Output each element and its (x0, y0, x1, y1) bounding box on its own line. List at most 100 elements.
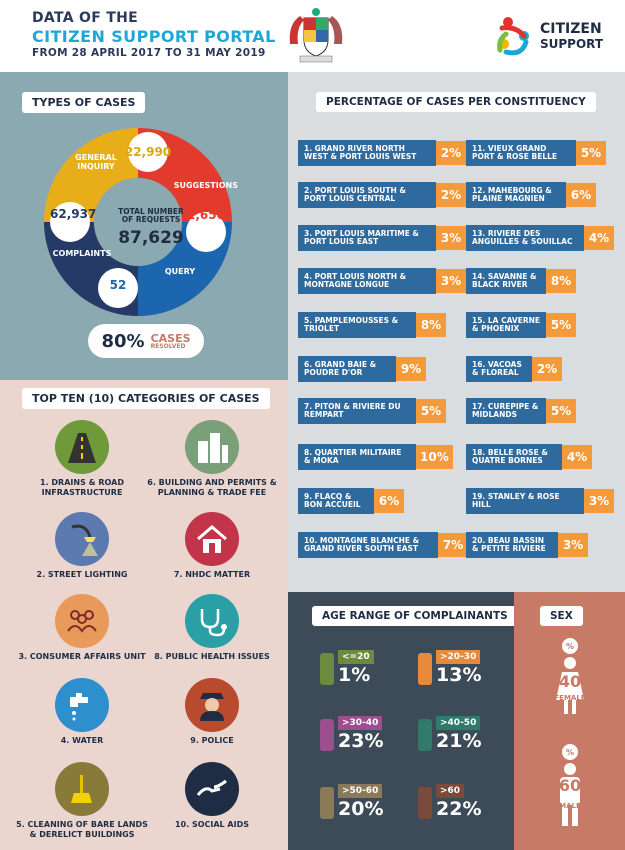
query-value: 52 (109, 278, 127, 292)
age-range-label: >20-30 (436, 650, 481, 664)
category-label: 7. NHDC MATTER (173, 570, 251, 579)
female-label: FEMALE (554, 694, 586, 702)
sex-panel: SEX % 40 FEMALE % 60 MALE (514, 592, 625, 850)
person-icon (418, 653, 432, 685)
category-building-permits: 6. BUILDING AND PERMITS & PLANNING & TRA… (142, 420, 282, 497)
resolved-label-cases: CASES (150, 331, 191, 345)
constituency-pct: 10% (416, 445, 453, 469)
category-label: 6. BUILDING AND PERMITS & PLANNING & TRA… (147, 478, 277, 497)
constituency-pct: 5% (576, 141, 606, 165)
constituency-name: 12. MAHEBOURG & PLAINE MAGNIEN (466, 182, 566, 208)
constituency-pct: 3% (436, 226, 466, 250)
top-ten-categories-panel: TOP TEN (10) CATEGORIES OF CASES 1. DRAI… (0, 380, 288, 850)
constituency-row: 9. FLACQ & BON ACCUEIL 6% (298, 488, 404, 514)
category-label: 8. PUBLIC HEALTH ISSUES (154, 652, 270, 661)
category-social-aids: 10. SOCIAL AIDS (142, 762, 282, 830)
category-label: 1. DRAINS & ROAD INFRASTRUCTURE (40, 478, 124, 497)
constituency-row: 8. QUARTIER MILITAIRE & MOKA 10% (298, 444, 453, 470)
category-label: 10. SOCIAL AIDS (174, 820, 249, 829)
category-label: 5. CLEANING OF BARE LANDS & DERELICT BUI… (16, 820, 148, 839)
age-range-pct: 22% (436, 798, 482, 820)
header-line1: DATA OF THE (32, 10, 139, 26)
types-of-cases-panel: TYPES OF CASES 22,990 GENERAL INQUIRY SU… (0, 72, 288, 380)
male-pct-symbol: % (562, 744, 578, 760)
constituency-name: 15. LA CAVERNE & PHOENIX (466, 312, 546, 338)
category-police: 9. POLICE (142, 678, 282, 746)
tap-icon (55, 678, 109, 732)
age-group: >60 22% (418, 784, 500, 824)
age-range-label: >60 (436, 784, 465, 798)
category-label: 3. CONSUMER AFFAIRS UNIT (18, 652, 146, 661)
female-figure-icon (550, 656, 590, 716)
people-icon (55, 594, 109, 648)
constituency-name: 7. PITON & RIVIERE DU REMPART (298, 398, 416, 424)
general-inquiry-value: 22,990 (124, 145, 172, 159)
constituency-name: 9. FLACQ & BON ACCUEIL (298, 488, 374, 514)
resolved-badge: 80% CASES RESOLVED (88, 324, 204, 358)
constituency-pct: 7% (438, 533, 468, 557)
constituency-row: 4. PORT LOUIS NORTH & MONTAGNE LONGUE 3% (298, 268, 466, 294)
constituency-name: 10. MONTAGNE BLANCHE & GRAND RIVER SOUTH… (298, 532, 438, 558)
category-label: 9. POLICE (190, 736, 234, 745)
constituency-row: 20. BEAU BASSIN & PETITE RIVIERE 3% (466, 532, 588, 558)
male-figure-icon (552, 762, 588, 828)
age-group: >30-40 23% (320, 716, 402, 756)
age-range-pct: 20% (338, 798, 384, 820)
constituency-name: 8. QUARTIER MILITAIRE & MOKA (298, 444, 416, 470)
constituency-pct: 3% (558, 533, 588, 557)
constituency-row: 13. RIVIERE DES ANGUILLES & SOUILLAC 4% (466, 225, 614, 251)
female-value: 40 (558, 672, 582, 691)
suggestions-label: SUGGESTIONS (173, 181, 238, 190)
age-range-label: >30-40 (338, 716, 383, 730)
constituency-name: 3. PORT LOUIS MARITIME & PORT LOUIS EAST (298, 225, 436, 251)
road-icon (55, 420, 109, 474)
complaints-value: 62,937 (50, 207, 97, 221)
constituency-title: PERCENTAGE OF CASES PER CONSTITUENCY (316, 92, 596, 112)
constituency-row: 16. VACOAS & FLOREAL 2% (466, 356, 562, 382)
category-water: 4. WATER (12, 678, 152, 746)
constituency-row: 19. STANLEY & ROSE HILL 3% (466, 488, 614, 514)
resolved-pct: 80% (101, 330, 145, 352)
age-range-label: >50-60 (338, 784, 383, 798)
cases-ring-chart (36, 120, 240, 324)
constituency-pct: 3% (584, 489, 614, 513)
police-icon (185, 678, 239, 732)
age-range-pct: 23% (338, 730, 384, 752)
category-drains-road: 1. DRAINS & ROAD INFRASTRUCTURE (12, 420, 152, 497)
female-pct-symbol: % (562, 638, 578, 654)
constituency-pct: 6% (566, 183, 596, 207)
constituency-row: 1. GRAND RIVER NORTH WEST & PORT LOUIS W… (298, 140, 466, 166)
person-icon (320, 719, 334, 751)
constituency-name: 5. PAMPLEMOUSSES & TRIOLET (298, 312, 416, 338)
header: DATA OF THE CITIZEN SUPPORT PORTAL FROM … (0, 0, 625, 72)
constituency-pct: 9% (396, 357, 426, 381)
constituency-name: 6. GRAND BAIE & POUDRE D'OR (298, 356, 396, 382)
suggestions-value: 1,650 (187, 208, 225, 222)
person-icon (418, 719, 432, 751)
constituency-row: 15. LA CAVERNE & PHOENIX 5% (466, 312, 576, 338)
house-icon (185, 512, 239, 566)
constituency-name: 18. BELLE ROSE & QUATRE BORNES (466, 444, 562, 470)
category-label: 4. WATER (60, 736, 104, 745)
constituency-pct: 8% (416, 313, 446, 337)
constituency-name: 17. CUREPIPE & MIDLANDS (466, 398, 546, 424)
header-title: CITIZEN SUPPORT PORTAL (32, 27, 276, 46)
person-icon (320, 653, 334, 685)
query-label: QUERY (164, 267, 196, 276)
constituency-name: 4. PORT LOUIS NORTH & MONTAGNE LONGUE (298, 268, 436, 294)
constituency-row: 18. BELLE ROSE & QUATRE BORNES 4% (466, 444, 592, 470)
sex-title: SEX (540, 606, 583, 626)
age-range-pct: 1% (338, 664, 371, 686)
category-public-health: 8. PUBLIC HEALTH ISSUES (142, 594, 282, 662)
age-range-label: >40-50 (436, 716, 481, 730)
constituency-pct: 5% (546, 399, 576, 423)
constituency-panel: PERCENTAGE OF CASES PER CONSTITUENCY 1. … (288, 72, 625, 592)
constituency-row: 17. CUREPIPE & MIDLANDS 5% (466, 398, 576, 424)
category-consumer-affairs: 3. CONSUMER AFFAIRS UNIT (12, 594, 152, 662)
total-requests-label: TOTAL NUMBER OF REQUESTS (118, 207, 184, 225)
age-group: <=20 1% (320, 650, 402, 690)
age-range-title: AGE RANGE OF COMPLAINANTS (312, 606, 518, 626)
resolved-label-resolved: RESOLVED (150, 342, 186, 350)
category-nhdc: 7. NHDC MATTER (142, 512, 282, 580)
age-range-label: <=20 (338, 650, 374, 664)
